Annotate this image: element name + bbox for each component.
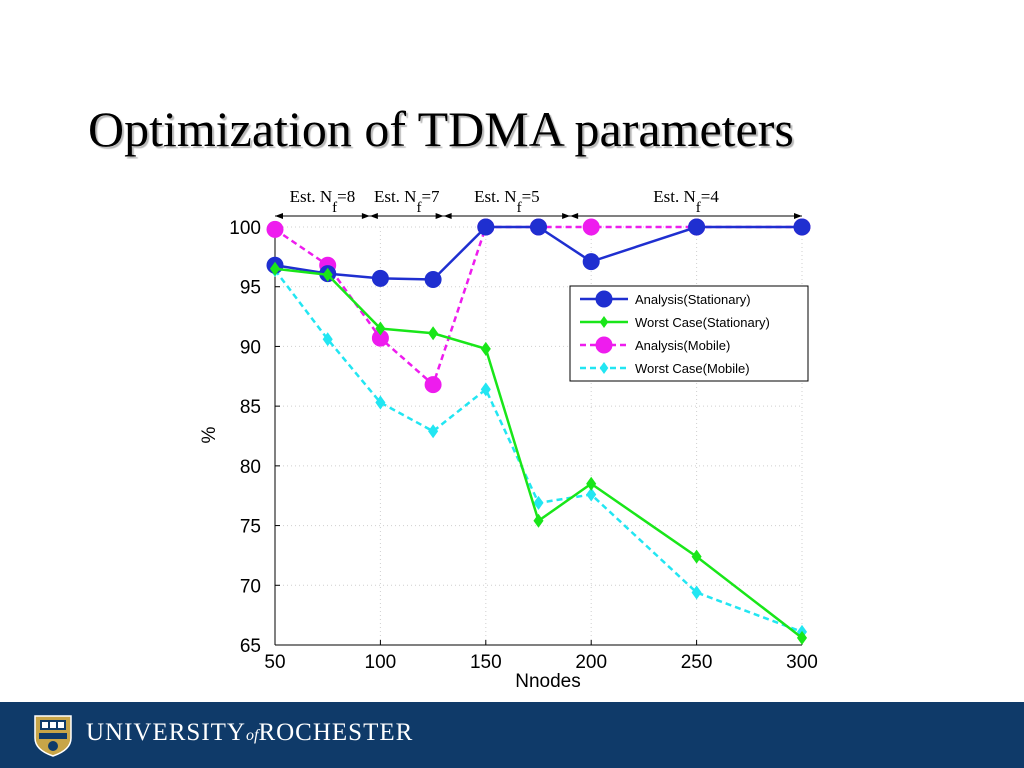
x-tick-label: 250 xyxy=(681,652,713,673)
estimation-annotation: Est. Nf=4 xyxy=(570,187,802,219)
arrowhead-right-icon xyxy=(361,213,370,219)
data-point xyxy=(586,487,597,502)
x-tick-label: 150 xyxy=(470,652,502,673)
data-point xyxy=(582,253,600,271)
series-3 xyxy=(269,262,808,639)
legend: Analysis(Stationary) Worst Case(Stationar… xyxy=(569,285,809,382)
arrowhead-right-icon xyxy=(562,213,571,219)
data-point xyxy=(371,269,389,287)
arrowhead-left-icon xyxy=(443,213,452,219)
data-point xyxy=(533,513,544,528)
data-point xyxy=(322,267,333,282)
y-tick-label: 95 xyxy=(240,278,261,299)
arrowhead-left-icon xyxy=(369,213,378,219)
x-tick-label: 100 xyxy=(365,652,397,673)
data-point xyxy=(375,395,386,410)
data-point xyxy=(691,549,702,564)
y-tick-label: 65 xyxy=(240,636,261,657)
line-chart: 50 100 150 200 250 300 65 70 75 80 85 90 95 100 Est. … xyxy=(199,187,818,692)
data-point xyxy=(691,585,702,600)
y-tick-label: 75 xyxy=(240,517,261,538)
data-point xyxy=(424,376,442,394)
data-point xyxy=(480,341,491,356)
axes: 50 100 150 200 250 300 65 70 75 80 85 90 95 100 xyxy=(229,218,818,673)
arrowhead-left-icon xyxy=(275,213,283,219)
data-point xyxy=(599,362,609,374)
x-tick-label: 50 xyxy=(264,652,285,673)
arrowhead-right-icon xyxy=(435,213,444,219)
university-seal-icon xyxy=(34,715,72,757)
data-point xyxy=(595,336,613,354)
wordmark-university: UNIVERSITY xyxy=(86,719,246,746)
university-wordmark: UNIVERSITYofROCHESTER xyxy=(86,719,413,747)
data-point xyxy=(266,220,284,238)
data-point xyxy=(582,218,600,236)
footer-bar: UNIVERSITYofROCHESTER xyxy=(0,702,1024,768)
legend-label: Analysis(Mobile) xyxy=(635,338,730,353)
data-point xyxy=(269,261,281,276)
data-point xyxy=(688,218,706,236)
estimation-annotations: Est. Nf=8 Est. Nf=7 Est. Nf=5 Est. Nf=4 xyxy=(275,187,802,219)
data-point xyxy=(428,326,439,341)
data-point xyxy=(599,316,609,328)
estimation-annotation: Est. Nf=5 xyxy=(443,187,571,219)
slide-title: Optimization of TDMA parameters xyxy=(88,101,794,157)
legend-label: Analysis(Stationary) xyxy=(635,292,751,307)
arrowhead-left-icon xyxy=(570,213,579,219)
y-tick-label: 100 xyxy=(229,218,261,239)
wordmark-rochester: ROCHESTER xyxy=(258,719,414,746)
y-tick-label: 70 xyxy=(240,576,261,597)
data-point xyxy=(530,218,547,236)
data-point xyxy=(480,382,491,397)
y-tick-label: 90 xyxy=(240,337,261,358)
series-line xyxy=(274,269,803,634)
legend-item: Worst Case(Stationary) xyxy=(580,315,770,330)
y-tick-label: 85 xyxy=(240,397,261,418)
estimation-annotation: Est. Nf=7 xyxy=(369,187,444,219)
series-lines xyxy=(266,218,811,645)
data-point xyxy=(322,332,333,347)
legend-item: Worst Case(Mobile) xyxy=(580,361,750,376)
arrowhead-right-icon xyxy=(794,213,802,219)
annotation-label: Est. Nf=8 xyxy=(290,187,356,216)
data-point xyxy=(375,321,386,336)
series-0 xyxy=(266,218,811,289)
x-axis-label: Nnodes xyxy=(515,671,581,692)
legend-item: Analysis(Stationary) xyxy=(580,290,751,308)
annotation-label: Est. Nf=5 xyxy=(474,187,540,216)
data-point xyxy=(595,290,613,308)
data-point xyxy=(586,476,597,491)
legend-label: Worst Case(Mobile) xyxy=(635,361,750,376)
annotation-label: Est. Nf=4 xyxy=(653,187,719,216)
x-tick-label: 200 xyxy=(575,652,607,673)
legend-item: Analysis(Mobile) xyxy=(580,336,730,354)
data-point xyxy=(796,630,808,645)
annotation-label: Est. Nf=7 xyxy=(374,187,440,216)
data-point xyxy=(533,495,544,510)
data-point xyxy=(477,218,495,236)
data-point xyxy=(428,424,439,439)
estimation-annotation: Est. Nf=8 xyxy=(275,187,370,219)
x-tick-label: 300 xyxy=(786,652,818,673)
data-point xyxy=(424,271,442,289)
y-axis-label: % xyxy=(199,426,220,443)
legend-label: Worst Case(Stationary) xyxy=(635,315,770,330)
wordmark-of: of xyxy=(246,727,259,744)
series-1 xyxy=(269,261,808,645)
data-point xyxy=(793,218,811,236)
y-tick-label: 80 xyxy=(240,457,261,478)
